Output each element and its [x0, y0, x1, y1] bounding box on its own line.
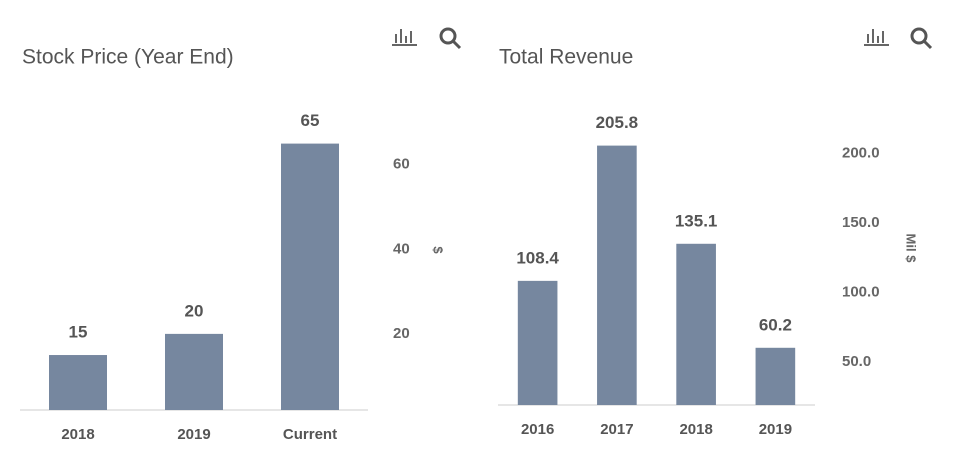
value-label: 135.1: [675, 211, 718, 230]
y-tick-label: 150.0: [842, 214, 880, 231]
y-axis-label: Mil $: [904, 234, 919, 264]
value-label: 15: [69, 323, 88, 342]
search-icon[interactable]: [439, 27, 462, 50]
x-tick-label: 2016: [521, 421, 554, 438]
value-label: 108.4: [516, 248, 559, 267]
bar: [755, 347, 796, 405]
chart-type-icon[interactable]: [392, 29, 417, 46]
bar: [517, 280, 558, 405]
y-tick-label: 100.0: [842, 283, 880, 300]
y-tick-label: 50.0: [842, 353, 871, 370]
chart-title: Total Revenue: [499, 46, 633, 69]
value-label: 65: [301, 111, 320, 130]
x-tick-label: 2019: [177, 426, 210, 443]
y-axis-label: $: [431, 246, 446, 254]
search-icon[interactable]: [910, 27, 933, 50]
x-tick-label: Current: [283, 426, 337, 443]
chart-title: Stock Price (Year End): [22, 46, 234, 69]
bar: [676, 243, 716, 405]
bar: [165, 333, 223, 410]
x-tick-label: 2017: [600, 421, 633, 438]
value-label: 20: [185, 301, 204, 320]
x-tick-label: 2018: [61, 426, 94, 443]
x-tick-label: 2019: [759, 421, 792, 438]
bar: [49, 355, 107, 410]
value-label: 60.2: [759, 315, 792, 334]
value-label: 205.8: [596, 113, 639, 132]
bar: [281, 143, 339, 410]
y-tick-label: 200.0: [842, 145, 880, 162]
y-tick-label: 20: [393, 325, 410, 342]
bar: [597, 145, 637, 405]
y-tick-label: 40: [393, 240, 410, 257]
chart-type-icon[interactable]: [864, 29, 889, 46]
y-tick-label: 60: [393, 156, 410, 173]
x-tick-label: 2018: [679, 421, 712, 438]
